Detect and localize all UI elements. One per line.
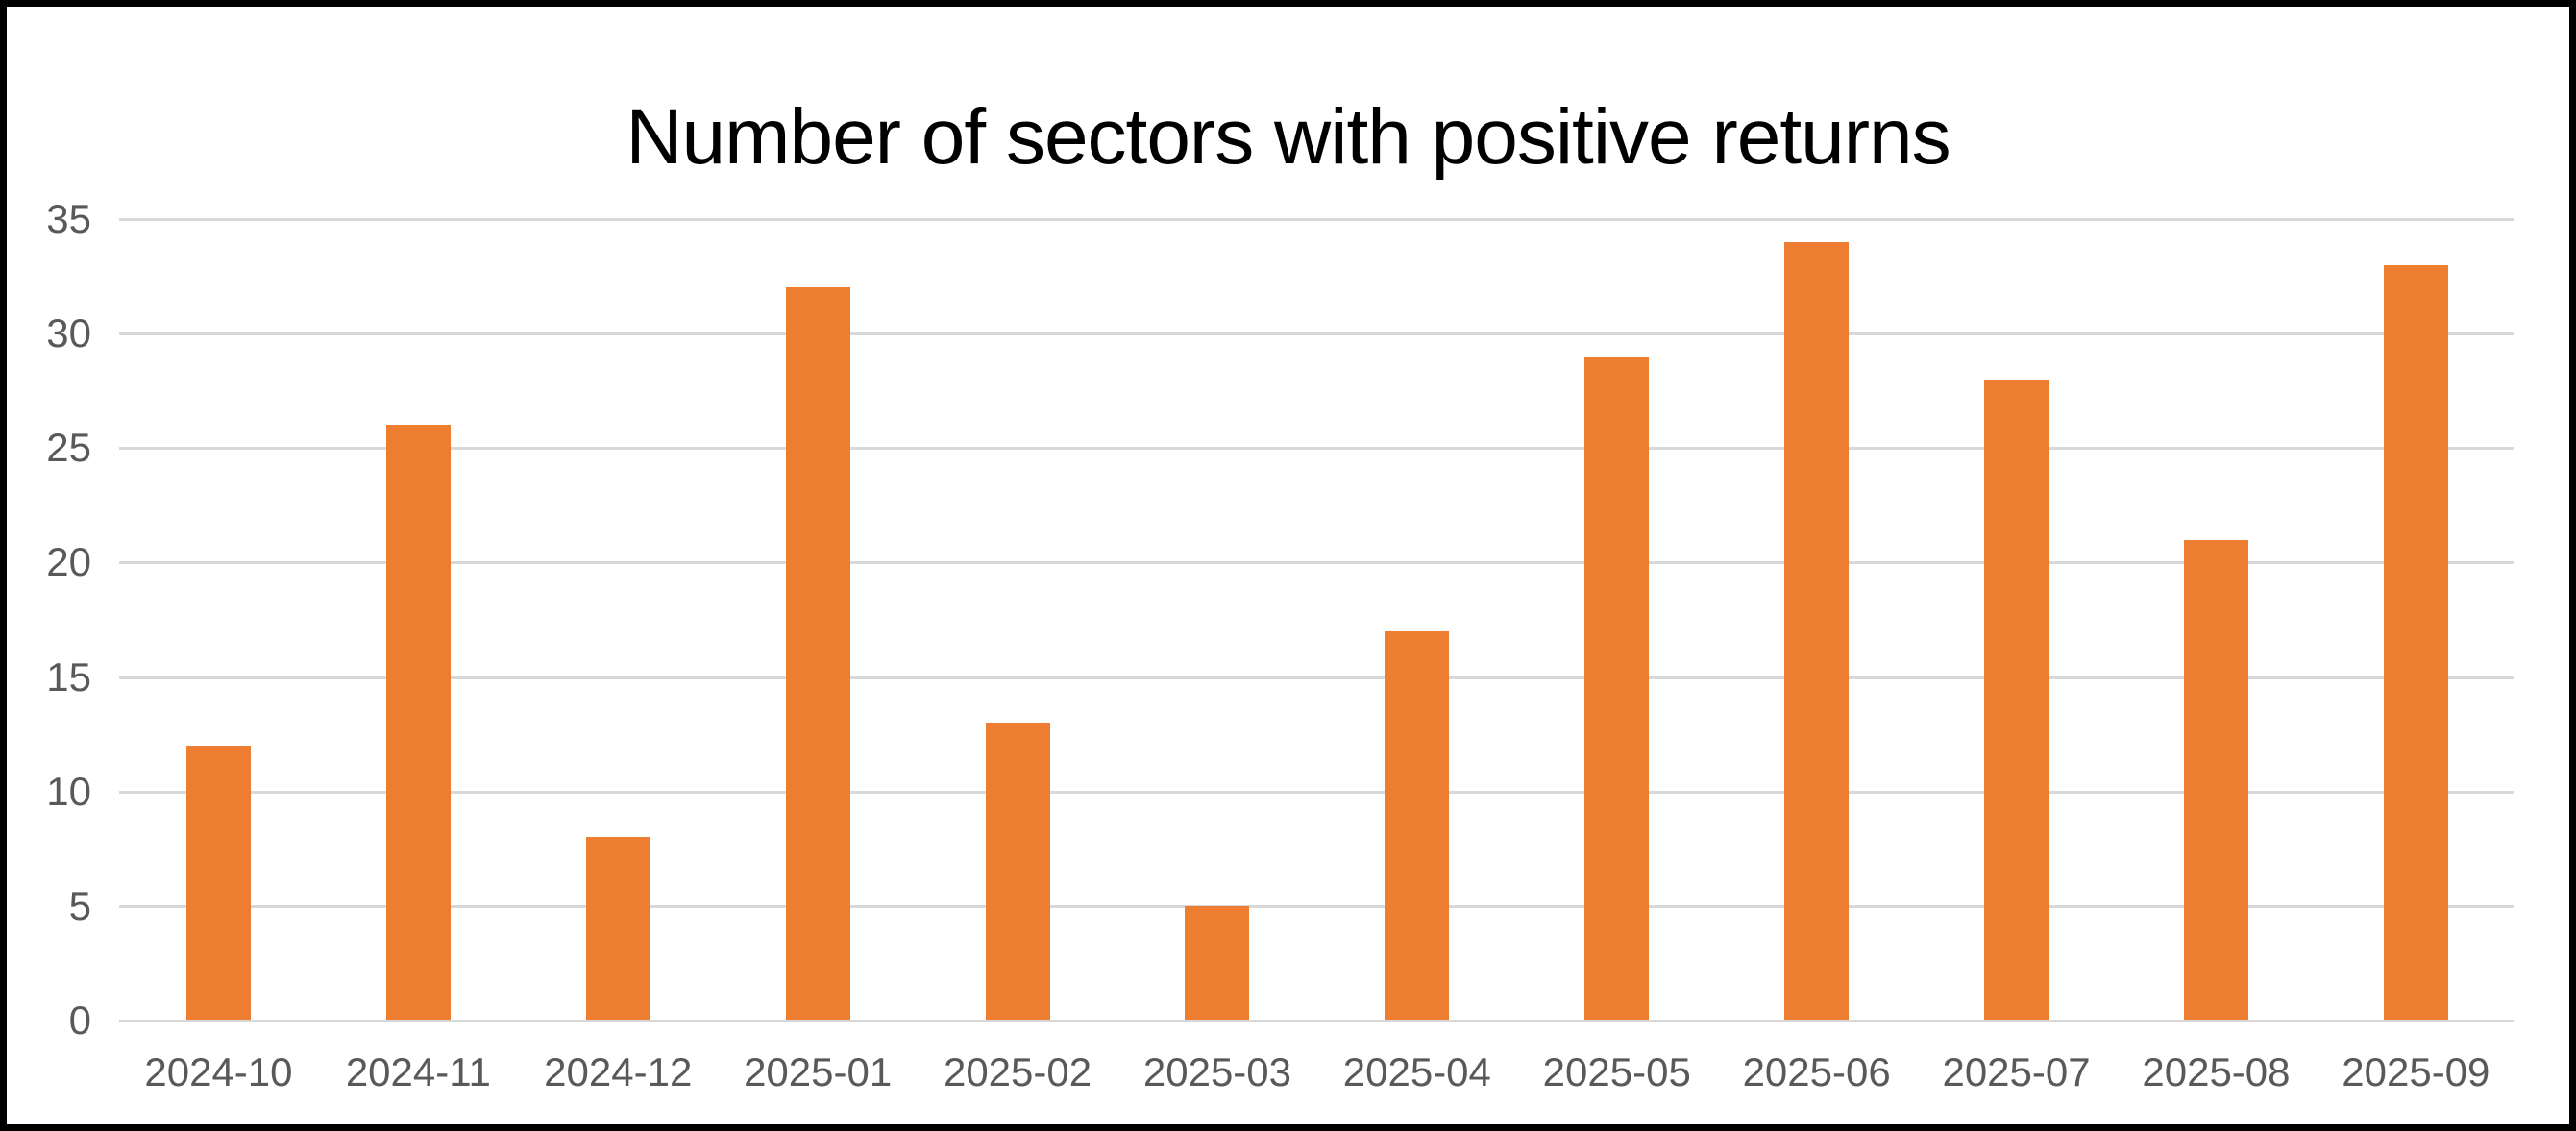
gridline bbox=[119, 447, 2514, 451]
x-tick-label: 2024-11 bbox=[345, 1049, 491, 1094]
chart-canvas: Number of sectors with positive returns … bbox=[7, 7, 2569, 1124]
gridline bbox=[119, 561, 2514, 565]
x-tick-label: 2025-06 bbox=[1742, 1049, 1891, 1094]
x-tick-label: 2025-02 bbox=[943, 1049, 1092, 1094]
bar-2025-02 bbox=[985, 723, 1050, 1020]
x-tick-label: 2025-08 bbox=[2142, 1049, 2291, 1094]
bar-2025-08 bbox=[2183, 539, 2248, 1020]
x-tick-label: 2025-07 bbox=[1942, 1049, 2091, 1094]
bar-2025-01 bbox=[785, 287, 850, 1020]
x-tick-label: 2025-04 bbox=[1342, 1049, 1491, 1094]
bar-2024-11 bbox=[385, 425, 451, 1020]
chart-title: Number of sectors with positive returns bbox=[626, 93, 1950, 181]
x-tick-label: 2024-10 bbox=[144, 1049, 293, 1094]
x-tick-label: 2025-03 bbox=[1142, 1049, 1292, 1094]
bar-2024-12 bbox=[585, 837, 650, 1020]
x-axis-line bbox=[119, 1020, 2514, 1022]
y-tick-label: 5 bbox=[68, 882, 91, 928]
y-tick-label: 25 bbox=[46, 425, 91, 471]
gridline bbox=[119, 676, 2514, 679]
y-tick-label: 30 bbox=[46, 310, 91, 357]
gridline bbox=[119, 790, 2514, 794]
bar-2025-07 bbox=[1984, 379, 2049, 1020]
x-tick-label: 2025-09 bbox=[2342, 1049, 2490, 1094]
y-tick-label: 0 bbox=[68, 997, 91, 1043]
bar-2025-09 bbox=[2383, 264, 2448, 1020]
gridline bbox=[119, 332, 2514, 336]
bar-2025-05 bbox=[1584, 356, 1650, 1020]
y-tick-label: 20 bbox=[46, 539, 91, 585]
bar-2025-04 bbox=[1385, 630, 1450, 1020]
x-tick-label: 2024-12 bbox=[544, 1049, 693, 1094]
bar-2025-03 bbox=[1185, 905, 1250, 1020]
gridline bbox=[119, 904, 2514, 908]
y-tick-label: 10 bbox=[46, 768, 91, 814]
x-tick-label: 2025-05 bbox=[1542, 1049, 1691, 1094]
y-tick-label: 35 bbox=[46, 195, 91, 241]
gridline bbox=[119, 217, 2514, 221]
y-tick-label: 15 bbox=[46, 653, 91, 700]
x-tick-label: 2025-01 bbox=[744, 1049, 893, 1094]
bar-2024-10 bbox=[185, 746, 251, 1020]
bar-2025-06 bbox=[1784, 241, 1850, 1020]
plot-area: 0 5 10 15 20 25 30 35 2024-10 2024-11 2024-12 2025… bbox=[7, 7, 2569, 1124]
